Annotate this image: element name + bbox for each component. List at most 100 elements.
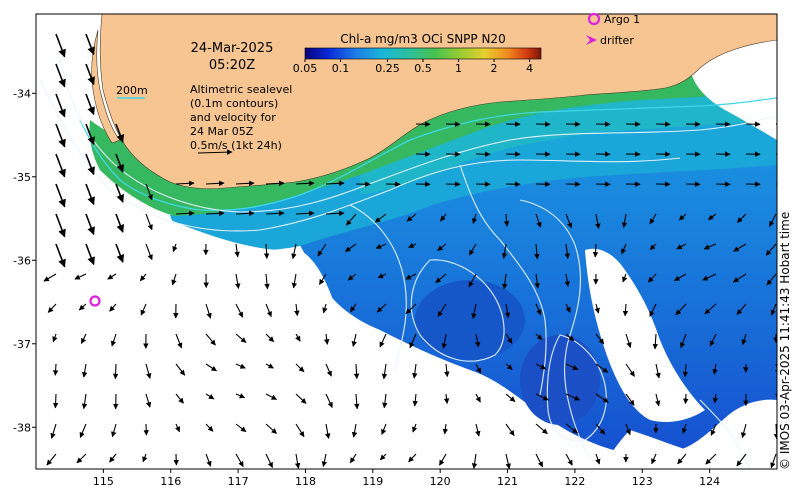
velocity-arrow: [265, 210, 285, 217]
velocity-arrow: [349, 303, 357, 313]
velocity-arrow: [347, 273, 357, 281]
velocity-arrow: [564, 273, 570, 287]
velocity-arrow: [325, 210, 345, 217]
velocity-arrow: [766, 273, 777, 286]
velocity-arrow: [234, 243, 240, 258]
velocity-arrow: [85, 63, 95, 86]
velocity-arrow: [565, 303, 571, 313]
velocity-arrow: [142, 453, 148, 463]
velocity-arrow: [52, 363, 59, 376]
velocity-arrow: [175, 210, 195, 217]
velocity-arrow: [354, 393, 360, 410]
velocity-arrow: [474, 333, 481, 348]
velocity-arrow: [595, 453, 601, 465]
velocity-arrow: [535, 393, 549, 401]
velocity-arrow: [85, 243, 95, 266]
velocity-arrow: [295, 180, 315, 187]
velocity-arrow: [564, 243, 570, 259]
velocity-arrow: [732, 273, 747, 283]
velocity-arrow: [291, 273, 298, 289]
velocity-arrow: [503, 213, 510, 227]
velocity-arrow: [405, 273, 417, 280]
velocity-arrow: [565, 363, 579, 371]
velocity-arrow: [325, 423, 331, 439]
velocity-arrow: [205, 303, 212, 319]
x-axis: 115 116 117 118 119 120 121 122 123 124: [93, 469, 720, 488]
velocity-arrow: [55, 123, 66, 148]
velocity-arrow: [295, 423, 305, 438]
velocity-arrow: [705, 453, 717, 465]
velocity-arrow: [78, 303, 87, 311]
velocity-arrow: [406, 213, 417, 222]
map-date: 24-Mar-2025: [191, 41, 274, 56]
velocity-arrow: [112, 363, 119, 380]
velocity-arrow: [505, 453, 511, 469]
velocity-arrow: [649, 303, 657, 317]
velocity-arrow: [205, 210, 225, 217]
velocity-arrow: [234, 273, 241, 290]
velocity-arrow: [740, 423, 747, 439]
velocity-arrow: [649, 213, 657, 225]
velocity-arrow: [682, 363, 689, 378]
velocity-arrow: [707, 213, 717, 221]
velocity-arrow: [140, 303, 147, 316]
argo-legend-icon: [587, 12, 601, 26]
velocity-arrow: [505, 363, 513, 370]
velocity-arrow: [295, 393, 307, 404]
velocity-arrow: [409, 333, 417, 349]
velocity-arrow: [681, 423, 688, 434]
velocity-arrow: [265, 180, 285, 187]
annotation-line-1: Altimetric sealevel: [190, 83, 292, 96]
velocity-arrow: [655, 363, 661, 379]
cloud-south-east: [600, 430, 720, 469]
velocity-arrow: [81, 393, 88, 410]
colorbar-tick-label: 0.25: [375, 62, 400, 75]
velocity-arrow: [349, 453, 357, 464]
velocity-arrow: [736, 453, 747, 467]
velocity-arrow: [74, 273, 87, 280]
colorbar-ticks: 0.05 0.1 0.25 0.5 1 2 4: [293, 59, 533, 75]
x-tick-label: 118: [295, 475, 316, 488]
velocity-arrow: [295, 210, 315, 217]
velocity-arrow: [505, 423, 515, 437]
velocity-arrow: [682, 393, 689, 405]
cloud-west: [36, 130, 460, 469]
velocity-arrow: [52, 333, 58, 343]
velocity-arrow: [408, 453, 417, 463]
velocity-arrow: [174, 423, 181, 433]
velocity-arrow: [175, 180, 195, 187]
ocean-mid-region: [360, 92, 777, 195]
velocity-arrow: [712, 363, 718, 375]
velocity-arrow: [264, 273, 270, 290]
velocity-arrow: [50, 423, 57, 439]
velocity-arrow: [295, 333, 301, 342]
velocity-arrow: [565, 423, 578, 434]
cloud-east-top: [690, 40, 777, 140]
velocity-arrow: [55, 183, 66, 208]
velocity-arrow: [235, 333, 247, 343]
velocity-arrow: [345, 213, 357, 226]
velocity-arrow: [323, 333, 330, 345]
velocity-arrow: [651, 453, 657, 465]
cloud-east-gap: [585, 248, 705, 422]
velocity-arrow: [55, 33, 66, 58]
velocity-arrow: [595, 333, 605, 345]
velocity-arrow: [317, 243, 327, 257]
colorbar-tick-label: 4: [526, 62, 533, 75]
velocity-arrow: [468, 243, 477, 256]
velocity-arrows: [43, 33, 777, 469]
velocity-arrow: [382, 393, 388, 409]
velocity-arrow: [710, 423, 717, 436]
velocity-arrow: [43, 273, 57, 282]
colorbar: [304, 47, 542, 60]
velocity-arrow: [109, 453, 117, 463]
velocity-arrow: [379, 333, 387, 348]
velocity-arrow: [471, 303, 477, 320]
velocity-arrow: [475, 423, 481, 437]
velocity-arrow: [145, 213, 153, 231]
isobath-legend-label: 200m: [116, 84, 148, 97]
y-tick-label: -35: [13, 171, 31, 184]
velocity-arrow: [376, 303, 387, 313]
velocity-arrow: [115, 213, 125, 233]
